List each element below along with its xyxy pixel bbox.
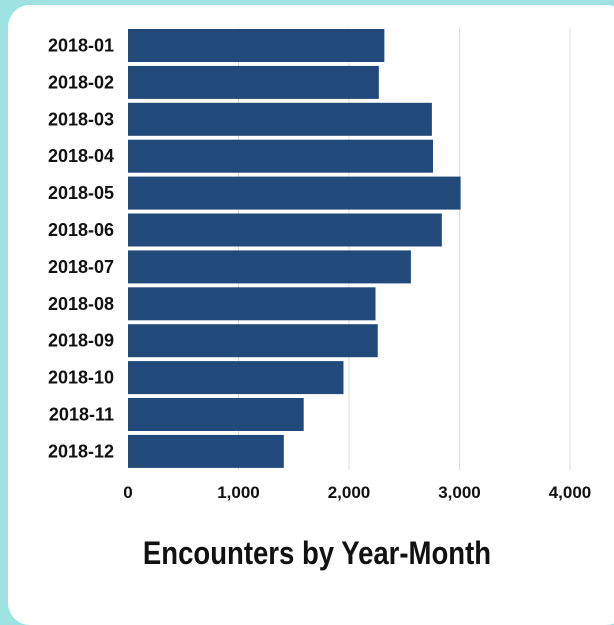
gridlines [238,28,571,470]
bar-2018-04 [128,139,433,173]
category-label: 2018-03 [48,109,114,129]
category-label: 2018-04 [48,146,114,166]
chart-title: Encounters by Year-Month [142,535,492,571]
category-labels: 2018-01 2018-02 2018-03 2018-04 2018-05 2018-… [48,36,114,462]
x-tick-label: 3,000 [438,483,481,502]
bar-2018-10 [128,361,344,395]
category-label: 2018-12 [48,441,114,461]
category-label: 2018-10 [48,368,114,388]
category-label: 2018-09 [48,331,114,351]
category-label: 2018-02 [48,72,114,92]
category-label: 2018-01 [48,36,114,56]
category-label: 2018-11 [49,405,114,425]
category-label: 2018-07 [48,257,114,277]
category-label: 2018-08 [48,294,114,314]
bars [128,29,461,468]
bar-2018-11 [128,398,304,431]
bar-chart: 2018-01 2018-02 2018-03 2018-04 2018-05 2018-… [48,28,591,502]
bar-2018-12 [128,434,284,468]
x-tick-label: 1,000 [217,483,260,502]
bar-2018-01 [128,29,385,62]
bar-2018-03 [128,102,432,136]
bar-2018-02 [128,65,379,99]
x-tick-labels: 0 1,000 2,000 3,000 4,000 [123,483,591,502]
bar-2018-06 [128,213,442,247]
bar-2018-07 [128,250,411,284]
x-tick-label: 2,000 [328,483,371,502]
category-label: 2018-06 [48,220,114,240]
category-label: 2018-05 [48,183,114,203]
bar-2018-08 [128,287,376,321]
x-tick-label: 0 [123,483,132,502]
bar-2018-09 [128,324,378,358]
x-tick-label: 4,000 [549,483,592,502]
bar-2018-05 [128,176,461,210]
